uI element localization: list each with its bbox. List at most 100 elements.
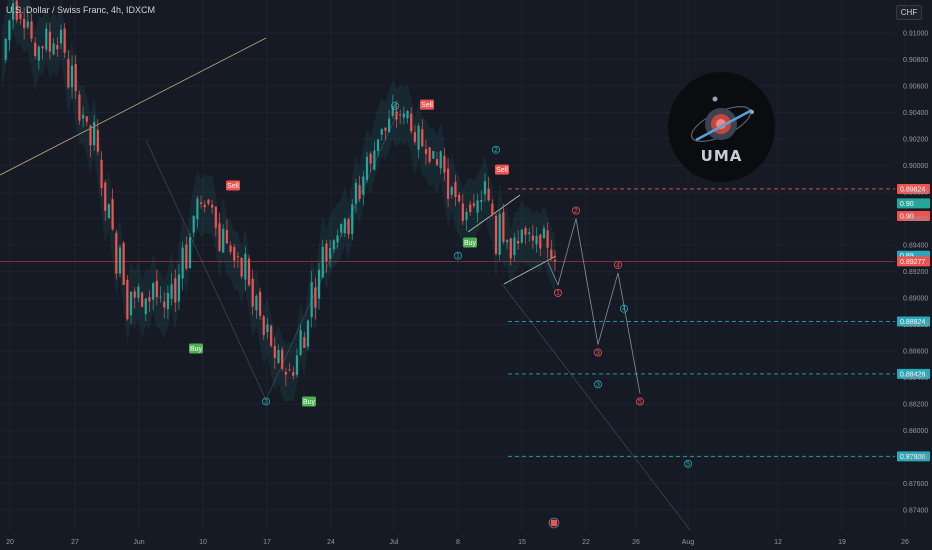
projection-marker-label: 1 [556,290,560,297]
candle-body [299,330,302,355]
trend-line [467,194,521,233]
candle-body [82,114,85,119]
candle-body [483,181,487,195]
x-tick-label: Jun [133,539,144,546]
candle-body [93,121,96,146]
projection-marker [594,348,603,357]
currency-button[interactable]: CHF [896,5,922,20]
wave-marker [390,102,399,111]
candle-body [30,21,33,39]
candle-body [443,156,446,173]
x-tick-label: Aug [682,539,695,546]
wave-marker [453,251,462,260]
y-tick-label: 0.89800 [903,190,928,197]
candle-body [89,125,92,146]
candle-body [185,244,188,269]
candle-body [535,235,538,245]
buy-badge-label: Buy [464,240,477,247]
event-flag-icon [551,520,557,526]
candle-body [454,181,457,198]
projection-marker-label: 5 [638,399,642,406]
candle-body [340,224,343,233]
candle-body [48,31,52,52]
candle-body [354,182,358,204]
candle-body [111,198,114,230]
y-tick-label: 0.87400 [903,508,928,515]
candle-body [266,324,269,333]
candle-body [317,269,321,299]
candle-body [435,159,439,165]
candle-body [362,176,365,195]
candle-body [491,203,494,216]
candle-body [292,372,295,376]
candle-body [262,316,265,336]
buy-badge-label: Buy [190,346,203,353]
candle-body [380,128,383,135]
candle-body [8,20,11,41]
candle-body [4,39,7,60]
price-tag-label: 0.89277 [900,259,925,266]
price-tag [897,183,930,194]
candle-body [273,345,276,358]
candle-body [542,228,546,239]
sell-badge [226,180,240,191]
candle-body [325,243,328,262]
candle-body [461,203,464,221]
candle-body [288,369,291,371]
candle-body [118,247,122,274]
trend-line [0,37,267,176]
candle-body [270,325,273,346]
y-tick-label: 0.88200 [903,402,928,409]
x-tick-label: 24 [327,539,335,546]
candle-body [26,21,29,28]
candle-body [229,245,232,252]
candle-body [122,242,125,285]
candle-body [225,229,228,244]
candle-body [23,18,26,29]
candle-body [329,247,332,260]
candle-body [59,29,63,44]
x-tick-label: 19 [838,539,846,546]
candle-body [11,3,15,20]
wave-marker-label: 2 [494,147,498,154]
wave-marker [491,145,500,154]
candle-body [524,228,527,235]
trend-line [503,255,557,285]
projection-marker-label: 3 [596,382,600,389]
buy-badge [463,237,477,248]
y-tick-label: 0.90800 [903,57,928,64]
y-tick-label: 0.90400 [903,110,928,117]
candle-body [100,159,103,188]
x-tick-label: 26 [632,539,640,546]
projection-marker [614,260,623,269]
price-tag-label: 0.87806 [900,454,925,461]
candle-body [163,301,166,308]
candle-body [152,283,155,300]
candle-body [115,232,118,274]
candle-body [450,187,453,195]
y-tick-label: 0.88800 [903,322,928,329]
candle-body [520,229,523,243]
candle-body [70,65,74,88]
x-tick-label: 8 [456,539,460,546]
projection-marker-label: 3 [596,350,600,357]
wave-line [501,283,691,531]
candle-body [517,240,520,244]
x-tick-label: Jul [390,539,399,546]
candle-body [148,297,151,302]
y-tick-label: 0.89400 [903,243,928,250]
candle-body [498,213,501,255]
candle-body [553,259,557,262]
candle-body [432,151,435,159]
candle-body [281,349,284,369]
candle-body [458,194,461,202]
candle-body [388,118,391,132]
candle-body [321,246,324,278]
candle-body [373,150,376,170]
candle-body [384,127,387,131]
y-tick-label: 0.89600 [903,216,928,223]
candle-body [424,149,428,155]
candle-body [104,182,107,211]
candle-body [343,218,346,234]
